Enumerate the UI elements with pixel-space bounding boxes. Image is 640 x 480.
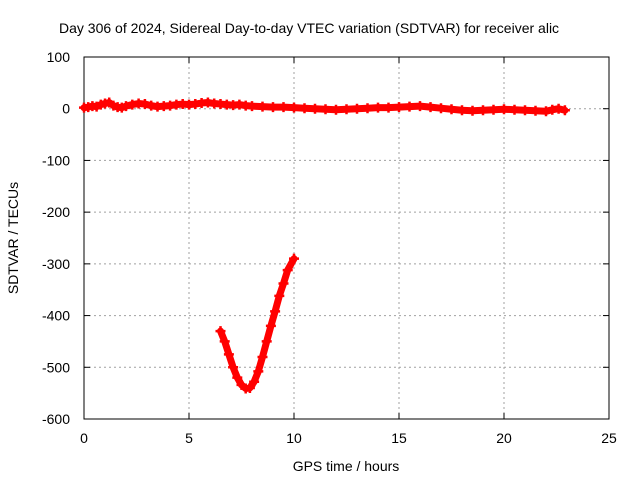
- y-axis-label: SDTVAR / TECUs: [5, 182, 21, 294]
- data-point: [268, 102, 278, 113]
- y-tick-label: -500: [42, 359, 70, 375]
- data-point: [274, 290, 285, 301]
- y-tick-label: -100: [42, 152, 70, 168]
- data-point: [457, 105, 467, 116]
- data-point: [352, 103, 362, 114]
- x-tick-label: 5: [185, 430, 193, 446]
- data-point: [404, 101, 415, 112]
- data-point: [270, 306, 281, 317]
- x-tick-label: 10: [286, 430, 302, 446]
- y-tick-label: -300: [42, 256, 70, 272]
- data-point: [415, 101, 425, 112]
- data-point: [244, 382, 255, 393]
- data-point: [425, 102, 436, 113]
- data-point: [282, 265, 293, 276]
- data-point: [520, 105, 530, 116]
- data-point: [559, 105, 570, 116]
- data-point: [278, 102, 289, 113]
- data-point: [383, 102, 394, 113]
- y-tick-label: -200: [42, 204, 70, 220]
- data-point: [467, 105, 478, 116]
- data-point: [499, 104, 509, 115]
- data-point: [299, 103, 310, 114]
- grid: [84, 57, 609, 419]
- data-point: [509, 104, 520, 115]
- x-axis-label: GPS time / hours: [293, 458, 400, 474]
- data-point: [289, 102, 299, 113]
- data-point: [219, 336, 230, 347]
- data-point: [261, 336, 272, 347]
- data-point: [253, 366, 264, 377]
- data-point: [232, 372, 243, 383]
- chart-title: Day 306 of 2024, Sidereal Day-to-day VTE…: [59, 20, 559, 36]
- y-tick-label: -400: [42, 308, 70, 324]
- plot-frame: [83, 56, 610, 420]
- data-point: [478, 105, 488, 116]
- data-point: [139, 99, 150, 110]
- data-point: [257, 101, 268, 112]
- x-tick-label: 20: [496, 430, 512, 446]
- data-point: [331, 104, 341, 115]
- data-point: [488, 104, 499, 115]
- y-tick-label: 100: [47, 49, 71, 65]
- data-point: [436, 103, 446, 114]
- data-point: [541, 106, 551, 117]
- x-tick-label: 0: [80, 430, 88, 446]
- data-point: [249, 376, 260, 387]
- data-point: [278, 278, 289, 289]
- data-point: [446, 104, 457, 115]
- x-tick-label: 25: [601, 430, 617, 446]
- data-point: [247, 101, 257, 112]
- data-point: [289, 253, 299, 264]
- data-point: [362, 103, 373, 114]
- data-point: [121, 101, 131, 112]
- data-point: [215, 326, 226, 337]
- data-point: [341, 104, 352, 115]
- data-point: [530, 105, 541, 116]
- data-point: [228, 362, 239, 373]
- data-point: [373, 102, 383, 113]
- data-point: [310, 103, 320, 114]
- data-point: [553, 103, 564, 114]
- ticks: 0 5 10 15 20 25 100 0 -100 -200 -300 -400 -500 -600: [42, 49, 617, 446]
- data-point: [265, 320, 276, 331]
- data-layer: [79, 97, 570, 394]
- y-tick-label: -600: [42, 411, 70, 427]
- data-point: [257, 351, 268, 362]
- data-point: [320, 104, 331, 115]
- x-tick-label: 15: [391, 430, 407, 446]
- data-point: [223, 349, 234, 360]
- y-tick-label: 0: [62, 101, 70, 117]
- data-point: [394, 102, 404, 113]
